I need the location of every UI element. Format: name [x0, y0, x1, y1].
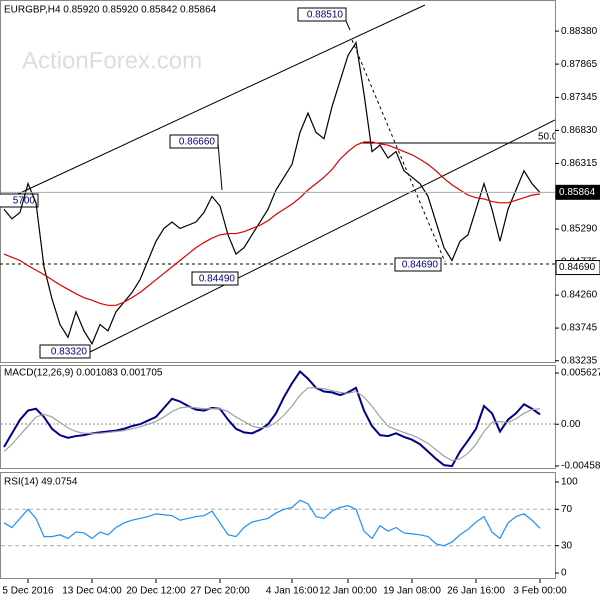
annotation-box	[39, 344, 91, 359]
drawings: 0.88510 0.86660 5700 0.84490 0.84690 0.83320 5…	[0, 4, 558, 359]
annotation-label: 0.86660	[179, 137, 216, 148]
rsi-panel	[0, 472, 556, 579]
y-tick-label: 0.87345	[561, 92, 598, 103]
symbol-header: EURGBP,H4 0.85920 0.85920 0.85842 0.8586…	[4, 5, 217, 16]
price-marker-label: 0.85864	[559, 187, 596, 198]
x-tick-label: 4 Jan 16:00	[266, 586, 319, 597]
channel-upper	[4, 4, 426, 201]
y-tick-label: 0.00	[561, 419, 581, 430]
y-tick-label: 0.83235	[561, 355, 598, 366]
x-tick-label: 13 Dec 04:00	[62, 586, 122, 597]
pointer	[345, 20, 351, 31]
x-tick-label: 20 Dec 12:00	[126, 586, 186, 597]
watermark: ActionForex.com	[22, 47, 202, 74]
x-tick-label: 19 Jan 08:00	[383, 586, 441, 597]
annotation-label: 0.83320	[51, 347, 88, 358]
series-line	[3, 499, 541, 547]
y-tick-label: 30	[561, 540, 573, 551]
y-tick-label: 0.88380	[561, 26, 598, 37]
price-marker	[555, 184, 600, 200]
pointer	[217, 142, 223, 191]
y-tick-label: 0.85290	[561, 224, 598, 235]
y-tick-label: 100	[561, 477, 578, 488]
x-tick-label: 26 Jan 16:00	[447, 586, 505, 597]
price-panel	[0, 0, 556, 363]
y-tick-label: 0.83745	[561, 323, 598, 334]
x-tick-label: 3 Feb 00:00	[513, 586, 567, 597]
series-line	[3, 387, 541, 462]
annotation-box	[169, 134, 219, 149]
annotation-box	[297, 7, 347, 22]
fib-line	[351, 39, 446, 263]
x-tick-label: 5 Dec 2016	[2, 586, 54, 597]
price-marker-label: 0.84690	[559, 262, 596, 273]
y-tick-label: -0.004586	[561, 461, 600, 472]
macd-header: MACD(12,26,9) 0.001083 0.001705	[4, 368, 163, 379]
annotation-box	[191, 271, 239, 286]
series-line	[3, 141, 541, 306]
x-tick-label: 12 Jan 00:00	[319, 586, 377, 597]
y-tick-label: 0.86315	[561, 158, 598, 169]
price-marker	[555, 260, 600, 276]
annotation-label: 0.84690	[402, 260, 439, 271]
channel-lower	[89, 119, 555, 353]
y-tick-label: 0.005627	[561, 368, 600, 379]
y-tick-label: 0.86830	[561, 125, 598, 136]
macd-panel	[0, 365, 556, 469]
annotation-label: 0.88510	[307, 10, 344, 21]
y-tick-label: 0.84260	[561, 290, 598, 301]
annotation-box	[394, 257, 442, 272]
y-tick-label: 70	[561, 504, 573, 515]
annotation-label: 5700	[13, 196, 36, 207]
y-tick-label: 0	[561, 568, 567, 579]
annotation-box	[0, 193, 39, 208]
series-line	[3, 40, 541, 346]
annotation-label: 50.0	[538, 132, 558, 143]
y-tick-label: 0.87865	[561, 59, 598, 70]
annotation-label: 0.84490	[199, 274, 236, 285]
rsi-header: RSI(14) 49.0754	[4, 477, 78, 488]
x-tick-label: 27 Dec 20:00	[190, 586, 250, 597]
